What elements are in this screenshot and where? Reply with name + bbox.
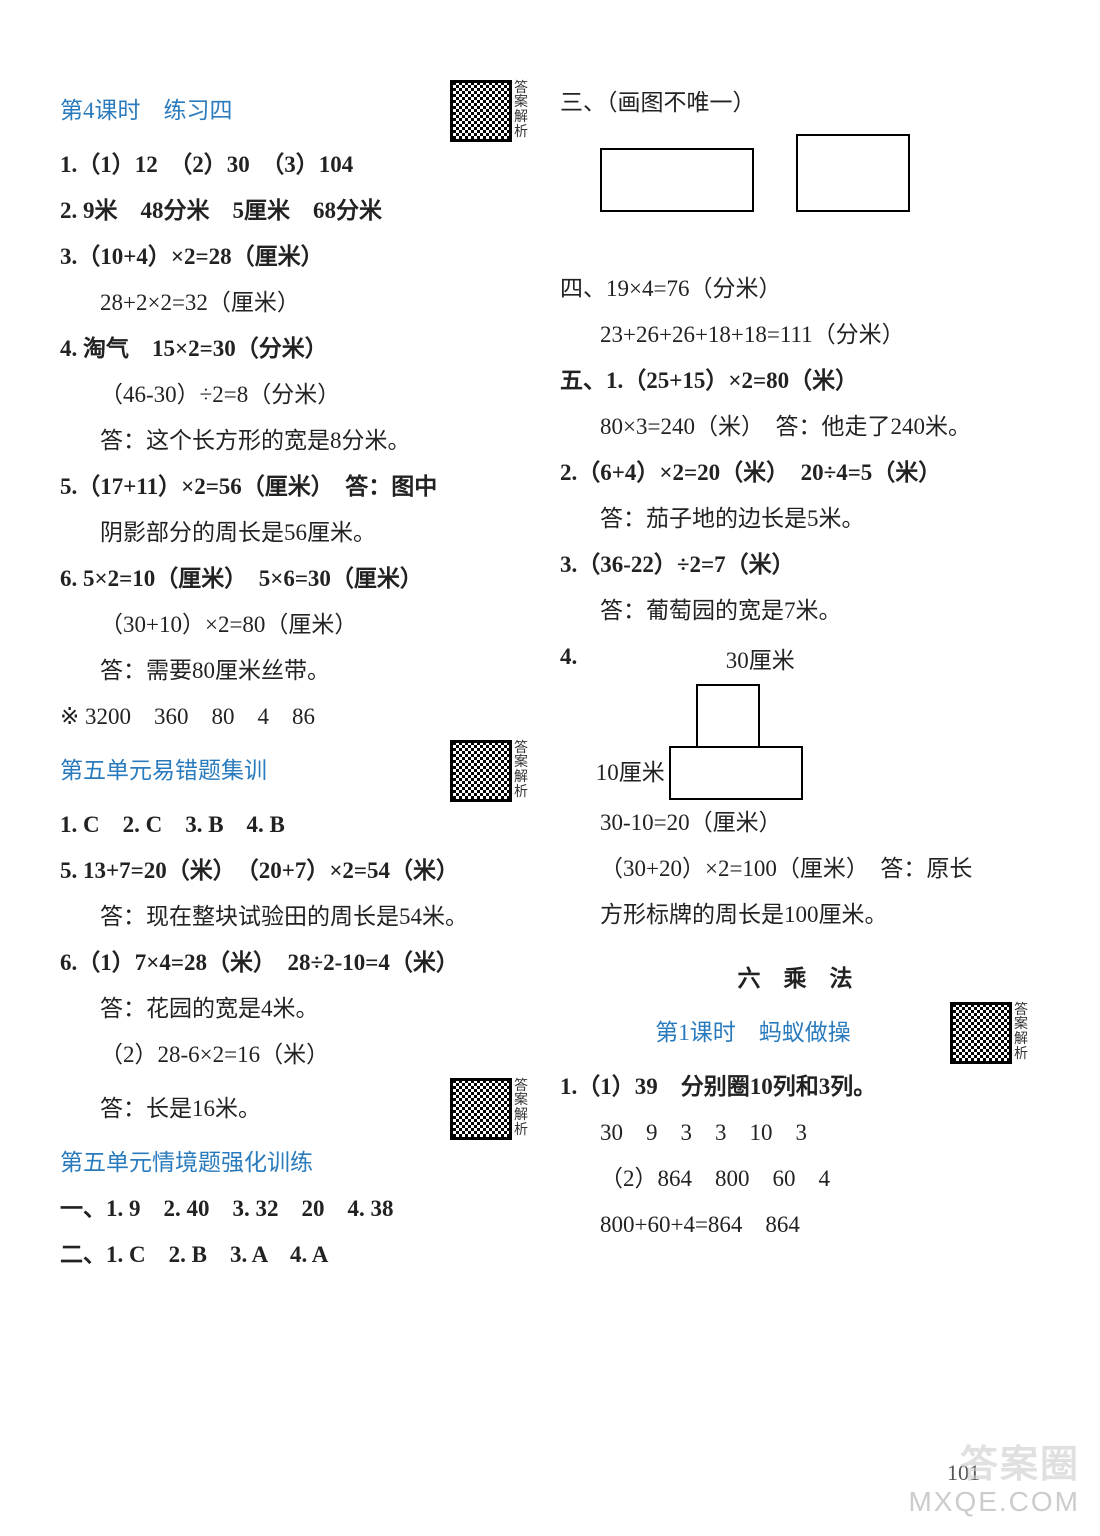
diagram4: 30厘米 10厘米 xyxy=(596,638,803,800)
page: 第4课时 练习四 答案解析 1.（1）12 （2）30 （3）104 2. 9米… xyxy=(0,0,1100,1318)
r4b: 23+26+26+18+18=111（分米） xyxy=(560,312,1030,358)
unit6-heading: 六 乘 法 xyxy=(560,956,1030,1002)
rectangle-1 xyxy=(600,148,754,212)
diagram4-left-label: 10厘米 xyxy=(596,750,665,796)
r4: 四、19×4=76（分米） xyxy=(560,266,1030,312)
r5i: （30+20）×2=100（厘米） 答：原长 xyxy=(560,846,1030,892)
e6d: 答：长是16米。 xyxy=(60,1086,446,1132)
right-column: 三、（画图不唯一） 四、19×4=76（分米） 23+26+26+18+18=1… xyxy=(560,80,1030,1278)
e6c: （2）28-6×2=16（米） xyxy=(60,1032,530,1078)
q6b: （30+10）×2=80（厘米） xyxy=(60,602,530,648)
q4: 4. 淘气 15×2=30（分米） xyxy=(60,326,530,372)
r5j: 方形标牌的周长是100厘米。 xyxy=(560,892,1030,938)
rects-row xyxy=(560,126,1030,236)
qr-icon xyxy=(450,80,512,142)
q6c: 答：需要80厘米丝带。 xyxy=(60,648,530,694)
heading-lesson4: 第4课时 练习四 答案解析 xyxy=(60,80,530,142)
q3: 3.（10+4）×2=28（厘米） xyxy=(60,234,530,280)
left-column: 第4课时 练习四 答案解析 1.（1）12 （2）30 （3）104 2. 9米… xyxy=(60,80,530,1278)
r5g: 4. xyxy=(560,634,590,680)
q5b: 阴影部分的周长是56厘米。 xyxy=(60,510,530,556)
watermark: 答案圈 MXQE.COM xyxy=(908,1445,1080,1518)
s1: 一、1. 9 2. 40 3. 32 20 4. 38 xyxy=(60,1186,530,1232)
q2: 2. 9米 48分米 5厘米 68分米 xyxy=(60,188,530,234)
unit5-errors-title: 第五单元易错题集训 xyxy=(60,748,446,794)
small-square xyxy=(696,684,760,746)
r5f: 答：葡萄园的宽是7米。 xyxy=(560,588,1030,634)
diagram4-top-label: 30厘米 xyxy=(666,638,803,684)
e6: 6.（1）7×4=28（米） 28÷2-10=4（米） xyxy=(60,940,530,986)
q4c: 答：这个长方形的宽是8分米。 xyxy=(60,418,530,464)
r5e: 3.（36-22）÷2=7（米） xyxy=(560,542,1030,588)
qr-caption: 答案解析 xyxy=(514,1080,530,1139)
q1: 1.（1）12 （2）30 （3）104 xyxy=(60,142,530,188)
e6d-row: 答：长是16米。 答案解析 xyxy=(60,1078,530,1140)
watermark-line2: MXQE.COM xyxy=(908,1487,1080,1518)
e5b: 答：现在整块试验田的周长是54米。 xyxy=(60,894,530,940)
qr-icon xyxy=(450,740,512,802)
q5: 5.（17+11）×2=56（厘米） 答：图中 xyxy=(60,464,530,510)
r5: 五、1.（25+15）×2=80（米） xyxy=(560,358,1030,404)
r5h: 30-10=20（厘米） xyxy=(560,800,1030,846)
e1: 1. C 2. C 3. B 4. B xyxy=(60,802,530,848)
star-line: ※ 3200 360 80 4 86 xyxy=(60,694,530,740)
rectangle-2 xyxy=(796,134,910,212)
r5c: 2.（6+4）×2=20（米） 20÷4=5（米） xyxy=(560,450,1030,496)
e5: 5. 13+7=20（米） （20+7）×2=54（米） xyxy=(60,848,530,894)
u1: 1.（1）39 分别圈10列和3列。 xyxy=(560,1064,1030,1110)
unit6-title: 六 乘 法 xyxy=(738,966,853,991)
r5d: 答：茄子地的边长是5米。 xyxy=(560,496,1030,542)
unit6-lesson-row: 第1课时 蚂蚁做操 答案解析 xyxy=(560,1002,1030,1064)
s2: 二、1. C 2. B 3. A 4. A xyxy=(60,1232,530,1278)
qr-caption: 答案解析 xyxy=(514,82,530,141)
q6: 6. 5×2=10（厘米） 5×6=30（厘米） xyxy=(60,556,530,602)
qr-icon xyxy=(450,1078,512,1140)
q4b: （46-30）÷2=8（分米） xyxy=(60,372,530,418)
heading-unit5-errors: 第五单元易错题集训 答案解析 xyxy=(60,740,530,802)
q4-diagram-block: 4. 30厘米 10厘米 xyxy=(560,634,1030,800)
unit5-context-title: 第五单元情境题强化训练 xyxy=(60,1140,530,1186)
lesson4-title: 第4课时 练习四 xyxy=(60,88,446,134)
qr-caption: 答案解析 xyxy=(514,742,530,801)
big-rectangle xyxy=(669,746,803,800)
u1b: 30 9 3 3 10 3 xyxy=(560,1110,1030,1156)
u1d: 800+60+4=864 864 xyxy=(560,1202,1030,1248)
q3b: 28+2×2=32（厘米） xyxy=(60,280,530,326)
qr-caption: 答案解析 xyxy=(1014,1004,1030,1063)
e6b: 答：花园的宽是4米。 xyxy=(60,986,530,1032)
u1c: （2）864 800 60 4 xyxy=(560,1156,1030,1202)
qr-icon xyxy=(950,1002,1012,1064)
r5b: 80×3=240（米） 答：他走了240米。 xyxy=(560,404,1030,450)
watermark-line1: 答案圈 xyxy=(908,1445,1080,1487)
unit6-lesson-title: 第1课时 蚂蚁做操 xyxy=(560,1010,946,1056)
r0: 三、（画图不唯一） xyxy=(560,80,1030,126)
